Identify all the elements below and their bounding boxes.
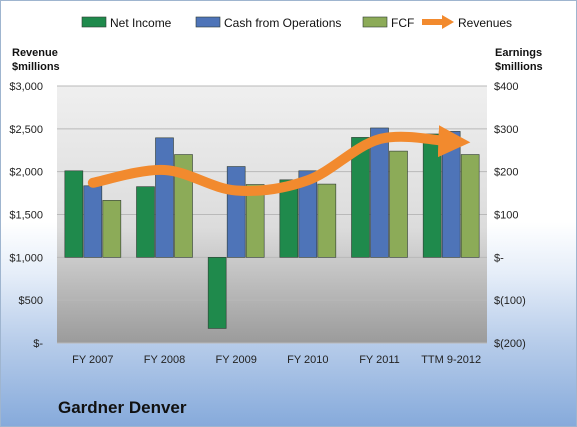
legend: Net Income Cash from Operations FCF Revenue…: [81, 15, 512, 30]
right-tick-label: $200: [494, 167, 518, 179]
left-tick-label: $3,000: [9, 81, 43, 93]
x-axis-ticks: FY 2007 FY 2008 FY 2009 FY 2010 FY 2011 TTM 9…: [72, 354, 481, 366]
revenues-line-path: [87, 125, 471, 196]
x-tick-label: FY 2008: [144, 354, 185, 366]
net-income-bar: [279, 179, 299, 258]
x-tick-label: FY 2011: [359, 354, 400, 366]
cash-from-operations-bar: [83, 185, 103, 258]
net-income-legend-label: Net Income: [110, 16, 172, 30]
cash-from-operations-bar: [441, 131, 461, 258]
right-axis-ticks: $(200) $(100) $- $100 $200 $300 $400: [494, 81, 526, 350]
left-tick-label: $1,000: [9, 252, 43, 264]
net-income-bar: [207, 257, 227, 329]
right-tick-label: $400: [494, 81, 518, 93]
left-tick-label: $500: [19, 295, 43, 307]
left-axis-ticks: $- $500 $1,000 $1,500 $2,000 $2,500 $3,000: [9, 81, 43, 350]
x-tick-label: FY 2009: [215, 354, 256, 366]
x-tick-label: TTM 9-2012: [421, 354, 481, 366]
cash-from-operations-bar: [370, 127, 389, 258]
cash-from-operations-bar: [226, 166, 246, 258]
right-tick-label: $(200): [494, 338, 526, 350]
left-axis-title-line1: Revenue: [12, 47, 58, 59]
fcf-bar: [317, 183, 337, 258]
left-axis-title-line2: $millions: [12, 61, 60, 73]
x-tick-label: FY 2010: [287, 354, 328, 366]
right-tick-label: $100: [494, 210, 518, 222]
right-axis-title-line2: $millions: [495, 61, 543, 73]
left-tick-label: $-: [33, 338, 43, 350]
cash-from-operations-legend-swatch: [195, 16, 221, 28]
right-tick-label: $300: [494, 124, 518, 136]
fcf-bar: [245, 184, 265, 258]
gridlines: [57, 85, 487, 344]
fcf-bar: [389, 150, 408, 258]
right-tick-label: $-: [494, 252, 504, 264]
fcf-bar: [460, 154, 480, 258]
cash-from-operations-legend-label: Cash from Operations: [224, 16, 341, 30]
fcf-legend-label: FCF: [391, 16, 414, 30]
net-income-bar: [64, 170, 84, 258]
net-income-bar: [351, 137, 370, 258]
company-name: Gardner Denver: [58, 398, 187, 417]
x-tick-label: FY 2007: [72, 354, 113, 366]
fcf-bar: [102, 200, 122, 258]
net-income-bar: [136, 186, 155, 258]
net-income-bar: [422, 133, 442, 258]
cash-from-operations-bar: [155, 137, 174, 258]
fcf-legend-swatch: [362, 16, 388, 28]
left-tick-label: $1,500: [9, 210, 43, 222]
revenues-line: [87, 125, 471, 196]
net-income-legend-swatch: [81, 16, 107, 28]
cash-from-operations-bar: [298, 170, 318, 258]
left-tick-label: $2,000: [9, 167, 43, 179]
left-tick-label: $2,500: [9, 124, 43, 136]
revenues-legend-arrow: [442, 15, 454, 29]
right-tick-label: $(100): [494, 295, 526, 307]
revenues-legend-label: Revenues: [458, 16, 512, 30]
right-axis-title-line1: Earnings: [495, 47, 542, 59]
